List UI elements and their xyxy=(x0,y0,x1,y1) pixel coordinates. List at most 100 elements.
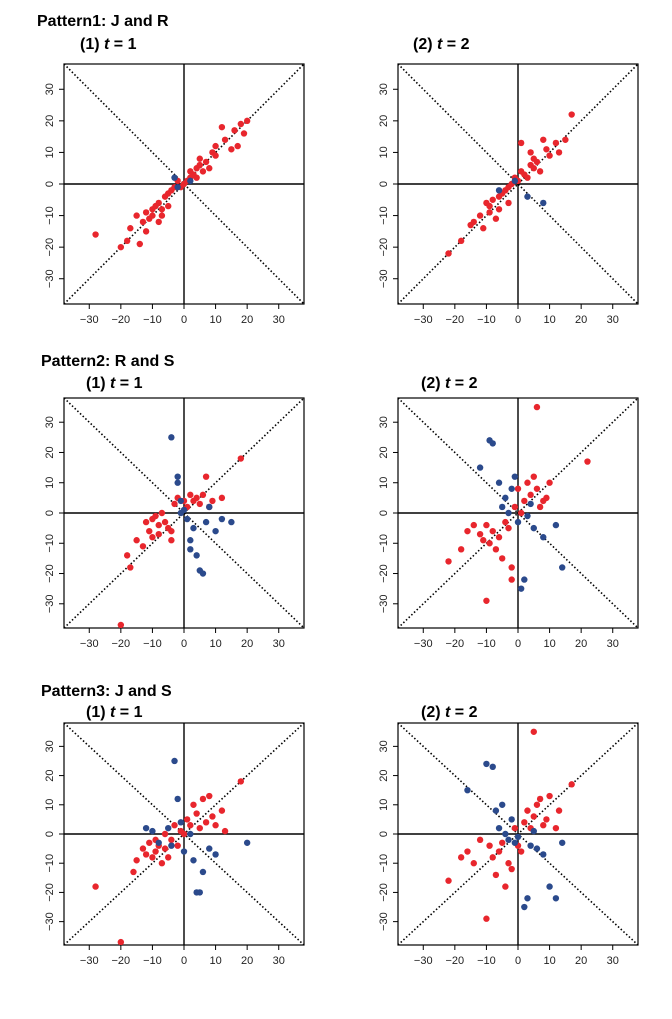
red-point-p1-t1 xyxy=(158,206,166,213)
red-point-p2-t1 xyxy=(218,494,226,502)
xtick-label-p2-t2: 30 xyxy=(607,638,619,650)
xtick-label-p1-t1: 10 xyxy=(209,314,221,326)
red-point-p3-t2 xyxy=(568,781,575,788)
red-point-p2-t2 xyxy=(492,546,500,553)
ytick-label-p1-t1: −10 xyxy=(44,206,56,225)
red-point-p3-t2 xyxy=(533,801,541,808)
xtick-label-p2-t2: 0 xyxy=(515,638,521,650)
pattern3-title: Pattern3: J and S xyxy=(41,683,172,700)
red-point-p3-t1 xyxy=(142,851,150,858)
diagonal-down-p1-t2 xyxy=(397,63,639,305)
xtick-label-p2-t1: −10 xyxy=(143,638,162,650)
blue-point-p2-t1 xyxy=(193,552,200,559)
red-point-p1-t2 xyxy=(530,165,537,172)
red-point-p1-t1 xyxy=(212,142,219,150)
red-point-p1-t1 xyxy=(155,199,162,207)
red-point-p3-t1 xyxy=(161,830,169,838)
red-point-p1-t2 xyxy=(445,250,452,257)
blue-point-p3-t2 xyxy=(533,845,541,852)
xtick-label-p1-t2: 20 xyxy=(575,314,587,326)
ytick-label-p2-t2: 0 xyxy=(378,510,390,516)
plot-p2-t2: −30 −20 −10 0 10 20 30 −30 −20 −10 0 10 20 30 xyxy=(378,397,639,650)
xtick-label-p1-t2: 30 xyxy=(607,314,619,326)
red-point-p1-t2 xyxy=(489,196,496,203)
red-point-p3-t1 xyxy=(158,860,166,867)
red-point-p3-t2 xyxy=(536,795,544,803)
ytick-label-p2-t2: −20 xyxy=(378,564,390,583)
red-point-p2-t2 xyxy=(521,497,528,505)
red-point-p2-t1 xyxy=(202,473,210,480)
blue-point-p2-t2 xyxy=(540,534,547,541)
red-point-p3-t2 xyxy=(470,860,477,867)
blue-point-p2-t1 xyxy=(187,546,194,553)
plot-p3-t2: −30 −20 −10 0 10 20 30 −30 −20 −10 0 10 20 30 xyxy=(378,722,639,967)
xtick-label-p1-t1: −20 xyxy=(112,314,131,326)
red-point-p1-t2 xyxy=(533,158,541,166)
blue-point-p3-t2 xyxy=(495,824,503,832)
red-point-p3-t2 xyxy=(445,877,452,884)
plot-p3-t1: −30 −20 −10 0 10 20 30 −30 −20 −10 0 10 20 30 xyxy=(44,722,305,967)
blue-point-p2-t2 xyxy=(514,518,522,526)
red-point-p3-t2 xyxy=(530,813,537,820)
blue-point-p3-t2 xyxy=(505,836,512,844)
red-point-p1-t1 xyxy=(228,146,235,153)
blue-point-p3-t2 xyxy=(527,842,534,849)
xtick-label-p3-t2: 30 xyxy=(607,955,619,967)
red-point-p3-t2 xyxy=(492,871,500,879)
red-point-p3-t2 xyxy=(521,819,528,826)
blue-point-p3-t2 xyxy=(540,851,547,858)
red-point-p1-t1 xyxy=(142,228,150,235)
red-point-p1-t2 xyxy=(562,136,569,143)
ytick-label-p1-t2: −20 xyxy=(378,238,390,257)
ytick-label-p3-t1: 0 xyxy=(44,831,56,837)
red-point-p1-t2 xyxy=(492,215,500,222)
red-point-p1-t2 xyxy=(505,199,512,207)
red-point-p1-t1 xyxy=(123,237,131,245)
red-point-p1-t1 xyxy=(139,218,147,226)
blue-point-p3-t1 xyxy=(190,857,197,864)
pattern2-title: Pattern2: R and S xyxy=(41,353,175,370)
red-point-p2-t2 xyxy=(502,518,509,526)
blue-point-p2-t1 xyxy=(183,515,191,523)
red-point-p1-t2 xyxy=(457,237,465,245)
red-point-p2-t1 xyxy=(199,491,207,499)
red-point-p2-t1 xyxy=(196,500,203,508)
blue-point-p2-t1 xyxy=(174,473,181,480)
ytick-label-p3-t1: −30 xyxy=(44,912,56,931)
red-point-p2-t2 xyxy=(489,527,496,535)
red-point-p3-t2 xyxy=(511,824,519,832)
points-p2-t2 xyxy=(445,403,591,604)
ytick-label-p1-t2: 10 xyxy=(378,146,390,158)
blue-point-p3-t2 xyxy=(483,760,490,768)
red-point-p1-t1 xyxy=(234,142,241,150)
red-point-p1-t1 xyxy=(136,240,143,248)
red-point-p2-t2 xyxy=(514,485,522,492)
blue-point-p3-t1 xyxy=(187,830,194,838)
red-point-p2-t2 xyxy=(533,403,541,411)
red-point-p2-t2 xyxy=(508,564,515,571)
red-point-p2-t1 xyxy=(127,564,134,571)
ytick-label-p1-t1: 0 xyxy=(44,181,56,187)
xtick-label-p3-t1: 0 xyxy=(181,955,187,967)
blue-point-p2-t1 xyxy=(206,503,213,511)
ytick-label-p3-t2: 10 xyxy=(378,799,390,811)
red-point-p1-t1 xyxy=(155,218,162,226)
red-point-p3-t1 xyxy=(146,839,153,846)
red-point-p2-t1 xyxy=(168,527,175,535)
red-point-p1-t1 xyxy=(117,243,125,251)
ytick-label-p3-t1: 30 xyxy=(44,740,56,752)
ytick-label-p1-t2: 0 xyxy=(378,181,390,187)
ytick-label-p3-t2: −20 xyxy=(378,883,390,902)
blue-point-p3-t1 xyxy=(149,827,156,835)
red-point-p2-t2 xyxy=(533,485,541,492)
red-point-p2-t2 xyxy=(543,494,550,502)
xtick-label-p1-t1: 30 xyxy=(273,314,285,326)
blue-point-p2-t1 xyxy=(168,434,175,441)
red-point-p1-t1 xyxy=(221,136,229,143)
red-point-p2-t1 xyxy=(139,543,147,550)
red-point-p1-t1 xyxy=(196,161,203,169)
red-point-p1-t2 xyxy=(486,202,493,210)
blue-point-p3-t1 xyxy=(177,819,185,826)
blue-point-p2-t1 xyxy=(199,570,207,577)
blue-point-p2-t1 xyxy=(174,479,181,486)
